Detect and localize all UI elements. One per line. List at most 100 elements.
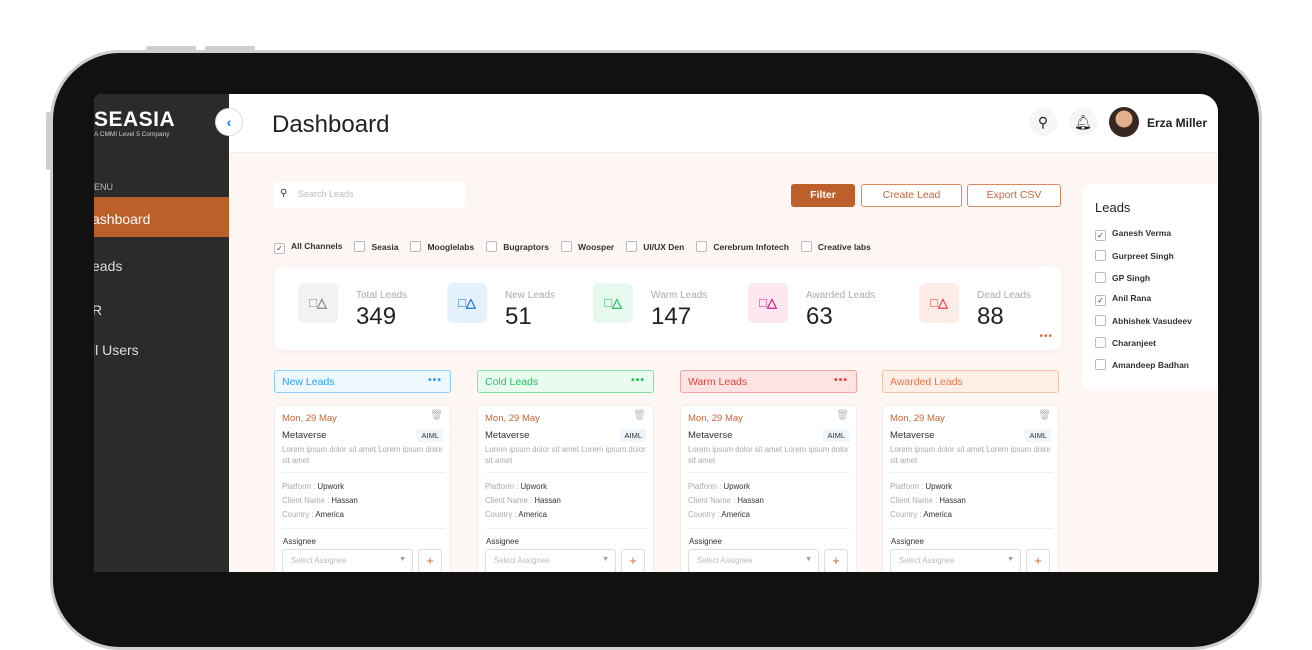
sidebar-item-r[interactable]: R [94, 302, 103, 318]
stat-label: New Leads [505, 290, 556, 301]
more-icon[interactable]: ••• [427, 374, 442, 386]
lead-card[interactable]: Mon, 29 May 🗑︎ Metaverse AIML Lorem ipsum do… [882, 405, 1059, 572]
channel-checkbox[interactable]: Creative labs [800, 241, 871, 254]
lead-filter-label: GP Singh [1112, 272, 1151, 283]
lead-filter-label: Gurpreet Singh [1112, 250, 1174, 261]
sidebar-item-dashboard[interactable]: ashboard [94, 197, 229, 237]
client-value: Hassan [534, 496, 561, 505]
user-name[interactable]: Erza Miller [1147, 116, 1208, 130]
sidebar-item-all-users[interactable]: ll Users [94, 342, 139, 358]
filter-button[interactable]: Filter [791, 184, 855, 207]
lead-client: Client Name : Hassan [485, 496, 561, 505]
channel-label: UI/UX Den [643, 242, 685, 252]
column-title: Awarded Leads [890, 376, 963, 388]
checkbox[interactable] [354, 241, 366, 252]
more-icon[interactable]: ••• [630, 374, 645, 386]
checkbox[interactable] [1095, 336, 1106, 348]
assignee-select[interactable]: Select Assignee ▼ [282, 549, 413, 572]
search-icon[interactable]: ⚲ [1029, 108, 1057, 136]
channel-filters: ✓ All Channels Seasia Mooglelabs Bugraptors W… [274, 241, 871, 254]
lead-filter-item[interactable]: Charanjeet [1095, 336, 1192, 359]
lead-client: Client Name : Hassan [282, 496, 358, 505]
checkbox[interactable] [1095, 249, 1106, 261]
checkbox[interactable] [1095, 315, 1106, 327]
leads-panel-title: Leads [1095, 200, 1131, 215]
collapse-sidebar-button[interactable]: ‹ [215, 108, 243, 136]
search-input[interactable]: ⚲ Search Leads [274, 182, 465, 208]
more-icon[interactable]: ••• [1039, 331, 1053, 342]
checkbox[interactable] [561, 241, 573, 252]
lead-filter-item[interactable]: Amandeep Badhan [1095, 358, 1192, 381]
lead-tag: AIML [417, 429, 443, 442]
checkbox[interactable] [696, 241, 708, 252]
channel-checkbox[interactable]: Mooglelabs [410, 241, 474, 254]
trash-icon[interactable]: 🗑︎ [633, 410, 646, 421]
add-assignee-button[interactable]: + [418, 549, 442, 572]
client-label: Client Name : [282, 496, 330, 505]
assignee-select[interactable]: Select Assignee ▼ [688, 549, 819, 572]
channel-checkbox[interactable]: ✓ All Channels [274, 241, 342, 254]
export-csv-button[interactable]: Export CSV [967, 184, 1061, 207]
client-label: Client Name : [688, 496, 736, 505]
trash-icon[interactable]: 🗑︎ [430, 410, 443, 421]
lead-description: Lorem ipsum dolor sit amet Lorem ipsum d… [890, 445, 1051, 465]
stat-new-leads[interactable]: □△ New Leads 51 [447, 283, 555, 330]
assignee-select[interactable]: Select Assignee ▼ [485, 549, 616, 572]
checkbox[interactable] [1095, 271, 1106, 283]
checkbox[interactable]: ✓ [1095, 230, 1106, 241]
assignee-select[interactable]: Select Assignee ▼ [890, 549, 1021, 572]
channel-checkbox[interactable]: Woosper [561, 241, 614, 254]
stat-warm-leads[interactable]: □△ Warm Leads 147 [593, 283, 707, 330]
channel-checkbox[interactable]: Bugraptors [486, 241, 549, 254]
more-icon[interactable]: ••• [833, 374, 848, 386]
divider [282, 472, 445, 473]
stat-awarded-leads[interactable]: □△ Awarded Leads 63 [748, 283, 875, 330]
lead-platform: Platform : Upwork [282, 482, 344, 491]
add-assignee-button[interactable]: + [1026, 549, 1050, 572]
stat-total-leads[interactable]: □△ Total Leads 349 [298, 283, 407, 330]
lead-filter-item[interactable]: Abhishek Vasudeev [1095, 315, 1192, 337]
bell-icon[interactable]: 🔔︎ [1069, 108, 1097, 136]
checkbox[interactable] [486, 241, 498, 252]
header: Dashboard ⚲ 🔔︎ Erza Miller [229, 94, 1218, 153]
stat-value: 51 [505, 303, 532, 330]
add-assignee-button[interactable]: + [824, 549, 848, 572]
lead-filter-label: Amandeep Badhan [1112, 359, 1189, 370]
checkbox[interactable] [1095, 358, 1106, 370]
add-assignee-button[interactable]: + [621, 549, 645, 572]
lead-description: Lorem ipsum dolor sit amet Lorem ipsum d… [282, 445, 443, 465]
shapes-icon: □△ [298, 283, 338, 323]
lead-filter-item[interactable]: GP Singh [1095, 271, 1192, 294]
lead-filter-item[interactable]: ✓ Ganesh Verma [1095, 228, 1192, 250]
stat-value: 349 [356, 303, 397, 330]
lead-filter-item[interactable]: ✓ Anil Rana [1095, 293, 1192, 315]
lead-description: Lorem ipsum dolor sit amet Lorem ipsum d… [485, 445, 646, 465]
platform-value: Upwork [723, 482, 750, 491]
create-lead-button[interactable]: Create Lead [861, 184, 962, 207]
lead-card[interactable]: Mon, 29 May 🗑︎ Metaverse AIML Lorem ipsum do… [477, 405, 654, 572]
lead-tag: AIML [620, 429, 646, 442]
checkbox[interactable]: ✓ [274, 243, 285, 254]
channel-checkbox[interactable]: Cerebrum Infotech [696, 241, 789, 254]
channel-checkbox[interactable]: Seasia [354, 241, 398, 254]
lead-filter-label: Anil Rana [1112, 293, 1152, 304]
sidebar: SEASIA A CMMI Level 5 Company ENU ashboa… [94, 94, 229, 572]
stat-dead-leads[interactable]: □△ Dead Leads 88 [919, 283, 1031, 330]
lead-name: Metaverse [890, 430, 935, 441]
checkbox[interactable]: ✓ [1095, 295, 1106, 307]
country-label: Country : [282, 510, 314, 519]
sidebar-item-leads[interactable]: eads [94, 258, 123, 274]
column-title: Cold Leads [485, 376, 539, 388]
checkbox[interactable] [626, 241, 638, 252]
channel-checkbox[interactable]: UI/UX Den [626, 241, 684, 254]
trash-icon[interactable]: 🗑︎ [836, 410, 849, 421]
checkbox[interactable] [410, 241, 422, 252]
lead-card[interactable]: Mon, 29 May 🗑︎ Metaverse AIML Lorem ipsum do… [680, 405, 857, 572]
checkbox[interactable] [800, 241, 812, 252]
avatar[interactable] [1109, 107, 1139, 137]
logo-tagline: A CMMI Level 5 Company [94, 131, 170, 138]
trash-icon[interactable]: 🗑︎ [1038, 410, 1051, 421]
lead-filter-item[interactable]: Gurpreet Singh [1095, 249, 1192, 272]
channel-label: Creative labs [817, 242, 871, 252]
lead-card[interactable]: Mon, 29 May 🗑︎ Metaverse AIML Lorem ipsum do… [274, 405, 451, 572]
